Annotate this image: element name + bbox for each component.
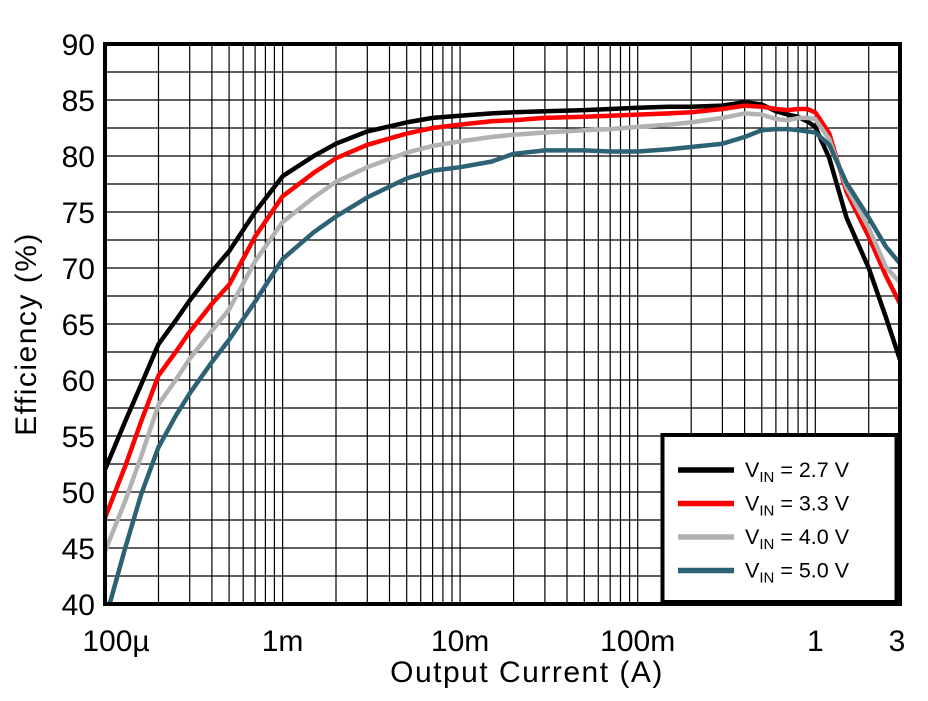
legend-label-vin-4-0v: VIN = 4.0 V [745, 525, 850, 553]
legend-box [660, 433, 899, 604]
x-axis-tick-labels: 100µ 1m 10m 100m 1 3 [82, 625, 905, 658]
legend-item: VIN = 2.7 V [678, 458, 850, 486]
legend-label-vin-3-3v: VIN = 3.3 V [745, 492, 850, 520]
x-tick-label: 3 [889, 625, 906, 658]
y-tick-label: 65 [62, 309, 95, 342]
curve-vin-2-7-v [105, 99, 900, 471]
x-tick-label: 1 [807, 625, 824, 658]
y-axis-title: Efficiency (%) [10, 232, 43, 436]
y-tick-label: 40 [62, 589, 95, 622]
curve-vin-5-0-v [107, 126, 900, 604]
x-tick-label: 100µ [82, 625, 149, 658]
curve-vin-4-0-v [105, 111, 900, 553]
y-tick-label: 85 [62, 85, 95, 118]
y-tick-label: 60 [62, 365, 95, 398]
data-curves [105, 99, 900, 604]
legend-item: VIN = 3.3 V [678, 492, 850, 520]
legend-label-vin-5-0v: VIN = 5.0 V [745, 559, 850, 587]
y-tick-label: 75 [62, 197, 95, 230]
y-tick-label: 70 [62, 253, 95, 286]
curve-vin-3-3-v [105, 103, 900, 519]
y-tick-label: 45 [62, 533, 95, 566]
x-tick-label: 100m [600, 625, 675, 658]
legend-label-vin-2-7v: VIN = 2.7 V [745, 458, 850, 486]
legend: VIN = 2.7 V VIN = 3.3 V VIN = 4.0 V VIN … [660, 433, 899, 604]
plot-frame [103, 42, 902, 606]
y-tick-label: 55 [62, 421, 95, 454]
x-axis-title: Output Current (A) [390, 656, 664, 689]
x-tick-label: 10m [431, 625, 489, 658]
legend-item: VIN = 4.0 V [678, 525, 850, 553]
legend-item: VIN = 5.0 V [678, 559, 850, 587]
y-axis-tick-labels: 90 85 80 75 70 65 60 55 50 45 40 [62, 29, 95, 622]
x-tick-label: 1m [262, 625, 304, 658]
y-tick-label: 80 [62, 141, 95, 174]
y-tick-label: 90 [62, 29, 95, 62]
y-tick-label: 50 [62, 477, 95, 510]
